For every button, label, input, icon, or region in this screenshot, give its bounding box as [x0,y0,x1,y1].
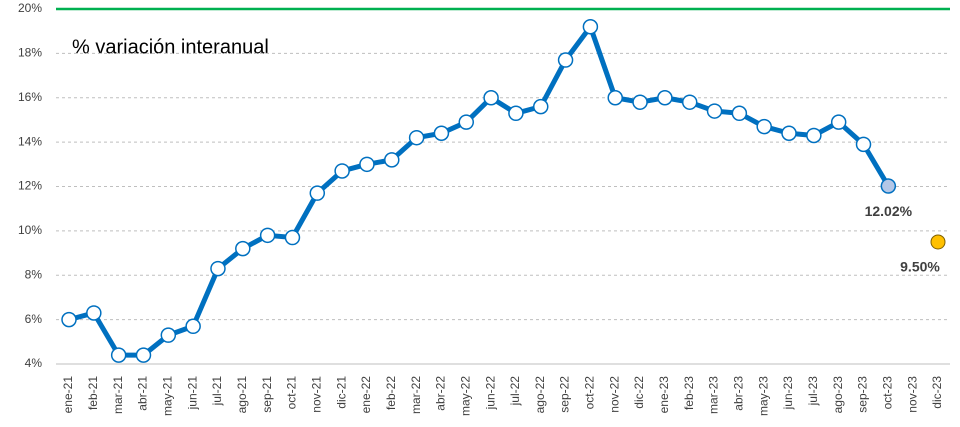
x-tick-label: abr-22 [434,376,448,411]
x-tick-label: jul-22 [508,376,522,407]
value-label: 12.02% [865,203,913,219]
x-tick-label: nov-23 [905,376,919,413]
point [160,327,177,343]
y-tick-label: 12% [18,179,42,193]
point [135,347,152,363]
y-tick-label: 16% [18,90,42,104]
x-tick-label: dic-21 [334,376,348,409]
x-tick-label: dic-22 [632,376,646,409]
x-tick-label: jul-23 [806,376,820,407]
x-tick-label: jun-23 [781,376,795,411]
point [483,90,499,106]
value-label: 9.50% [900,259,940,275]
point [607,90,623,106]
point [855,136,872,153]
point [756,118,772,135]
y-tick-label: 18% [18,46,42,60]
x-tick-label: mar-22 [409,376,423,414]
point [259,227,276,244]
point [86,305,102,321]
x-tick-label: sep-22 [558,376,572,413]
point [61,311,77,328]
point [806,127,822,144]
point [433,125,450,141]
point [384,152,400,168]
x-tick-label: ene-22 [359,376,373,414]
x-tick-label: may-21 [160,376,174,416]
point [284,229,301,246]
x-tick-label: may-23 [756,376,770,416]
point [706,103,723,119]
point [235,240,251,257]
x-tick-label: oct-21 [285,376,299,410]
x-tick-label: ene-21 [61,376,75,414]
x-tick-label: dic-23 [930,376,944,409]
point [657,90,673,106]
x-tick-label: sep-23 [856,376,870,413]
x-tick-label: feb-22 [384,376,398,410]
x-tick-label: jun-21 [185,376,199,411]
x-tick-label: nov-22 [607,376,621,413]
point [110,347,127,363]
x-tick-label: abr-23 [732,376,746,411]
x-tick-label: ago-22 [533,376,547,414]
y-tick-label: 8% [25,267,43,281]
point [185,318,201,335]
point [582,19,599,35]
x-tick-label: ago-21 [235,376,249,414]
x-tick-label: mar-21 [111,376,125,414]
point [532,98,549,115]
x-tick-label: nov-21 [309,376,323,413]
y-tick-label: 6% [25,312,43,326]
point [930,234,946,250]
x-tick-label: mar-23 [707,376,721,414]
point [508,105,524,122]
y-tick-label: 10% [18,223,42,237]
x-tick-label: feb-23 [682,376,696,410]
x-tick-label: jun-22 [483,376,497,411]
series-line [68,24,891,358]
x-tick-label: ene-23 [657,376,671,414]
point [408,129,425,146]
x-tick-label: feb-21 [86,376,100,410]
point [359,156,375,173]
point [830,114,847,130]
x-tick-label: sep-21 [260,376,274,413]
y-tick-label: 20% [18,1,42,15]
x-tick-label: oct-22 [583,376,597,410]
y-tick-label: 14% [18,134,42,148]
x-tick-label: may-22 [458,376,472,416]
point [557,52,574,68]
point [632,94,648,110]
point [334,163,350,179]
annotation: % variación interanual [72,36,269,58]
x-tick-label: jul-21 [210,376,224,407]
point [781,125,797,141]
point [210,260,226,277]
point [681,94,698,110]
point [731,105,748,122]
point [458,114,475,130]
y-tick-label: 4% [25,356,43,370]
point [309,185,326,201]
x-tick-label: ago-23 [831,376,845,414]
point [880,178,897,194]
x-tick-label: abr-21 [136,376,150,411]
x-tick-label: oct-23 [881,376,895,410]
